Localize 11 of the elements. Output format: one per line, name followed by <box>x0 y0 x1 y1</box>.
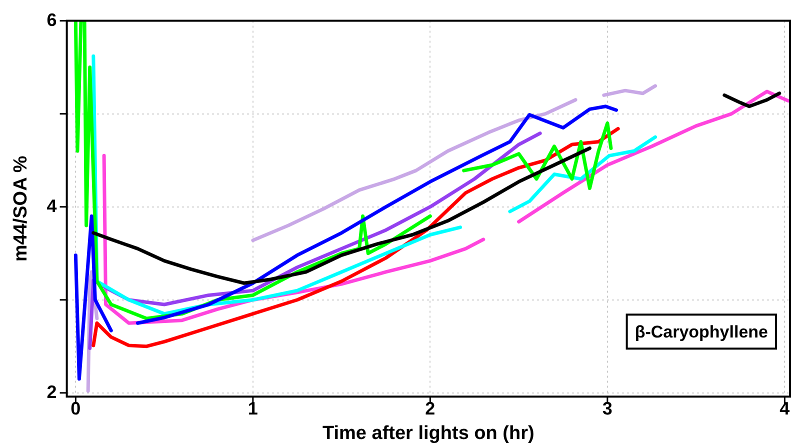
x-tick-label: 1 <box>248 398 258 418</box>
y-axis-title: m44/SOA % <box>10 156 32 262</box>
annotation: β-Caryophyllene <box>634 322 768 342</box>
x-tick-label: 4 <box>780 398 790 418</box>
x-tick-label: 3 <box>602 398 612 418</box>
x-tick-label: 0 <box>70 398 81 418</box>
y-tick-label: 2 <box>46 382 57 402</box>
x-axis-title: Time after lights on (hr) <box>322 422 534 444</box>
y-tick-label: 6 <box>46 10 57 30</box>
y-tick-label: 4 <box>46 196 57 216</box>
x-tick-label: 2 <box>425 398 436 418</box>
